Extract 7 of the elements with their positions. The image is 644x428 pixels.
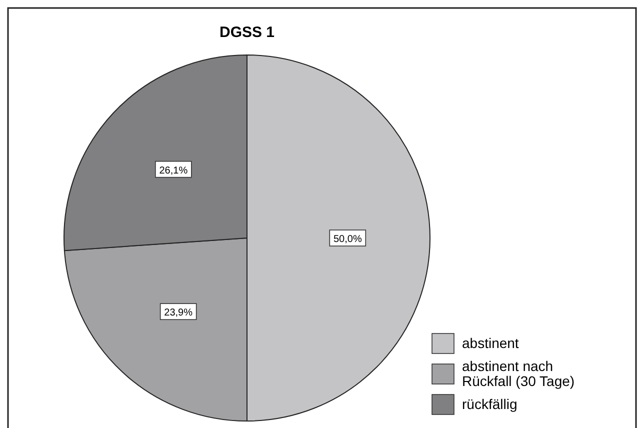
legend-label: rückfällig xyxy=(462,396,518,412)
chart-title: DGSS 1 xyxy=(219,24,275,41)
data-label: 26,1% xyxy=(159,165,188,176)
data-label: 23,9% xyxy=(164,308,193,319)
data-label: 50,0% xyxy=(333,234,362,245)
legend-label: abstinent nach Rückfall (30 Tage) xyxy=(462,358,575,389)
legend-label: abstinent xyxy=(462,335,519,351)
